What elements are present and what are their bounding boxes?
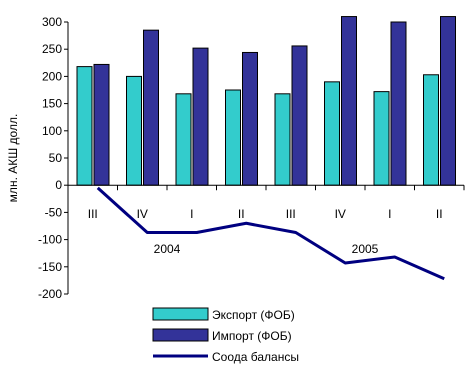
- bar-export-3: [225, 89, 241, 186]
- bar-import-2: [192, 47, 209, 186]
- legend: Экспорт (ФОБ) Импорт (ФОБ) Соода балансы: [152, 307, 299, 364]
- y-tick-label: -200: [38, 287, 62, 301]
- bar-export-0: [76, 66, 93, 186]
- x-tick-label: II: [238, 207, 245, 221]
- y-axis-label: млн. АКШ долл.: [6, 114, 20, 203]
- legend-label-export: Экспорт (ФОБ): [212, 308, 295, 322]
- legend-label-import: Импорт (ФОБ): [212, 329, 292, 343]
- bar-import-6: [390, 21, 407, 186]
- legend-label-balance: Соода балансы: [212, 350, 299, 364]
- bar-import-3: [242, 51, 258, 186]
- bar-export-4: [274, 93, 291, 186]
- y-tick-label: 50: [49, 151, 63, 165]
- bar-export-7: [423, 74, 439, 186]
- y-tick-label: 200: [42, 69, 62, 83]
- y-tick-label: -150: [38, 260, 62, 274]
- bar-import-5: [341, 16, 357, 186]
- x-tick-label: IV: [335, 207, 346, 221]
- bar-export-2: [175, 93, 192, 186]
- year-label: 2004: [154, 242, 181, 256]
- y-tick-label: 0: [55, 178, 62, 192]
- trade-balance-line: [96, 186, 445, 281]
- x-tick-label: III: [88, 207, 98, 221]
- x-tick-label: II: [436, 207, 443, 221]
- legend-swatch-export: [152, 307, 209, 321]
- x-tick-label: IV: [137, 207, 148, 221]
- x-tick-label: III: [286, 207, 296, 221]
- bar-import-7: [440, 16, 456, 186]
- bar-export-5: [324, 81, 340, 186]
- bar-export-6: [373, 91, 390, 186]
- bar-import-0: [93, 63, 110, 186]
- y-tick-label: 100: [42, 124, 62, 138]
- bar-export-1: [126, 75, 142, 186]
- legend-swatch-import: [152, 328, 209, 342]
- year-label: 2005: [352, 242, 379, 256]
- y-tick-label: -50: [45, 205, 63, 219]
- y-tick-label: -100: [38, 233, 62, 247]
- y-tick-label: 300: [42, 15, 62, 29]
- x-tick-label: I: [388, 207, 391, 221]
- y-tick-label: 250: [42, 42, 62, 56]
- bar-import-4: [291, 45, 308, 186]
- bar-import-1: [143, 29, 159, 186]
- x-tick-label: I: [190, 207, 193, 221]
- y-tick-label: 150: [42, 97, 62, 111]
